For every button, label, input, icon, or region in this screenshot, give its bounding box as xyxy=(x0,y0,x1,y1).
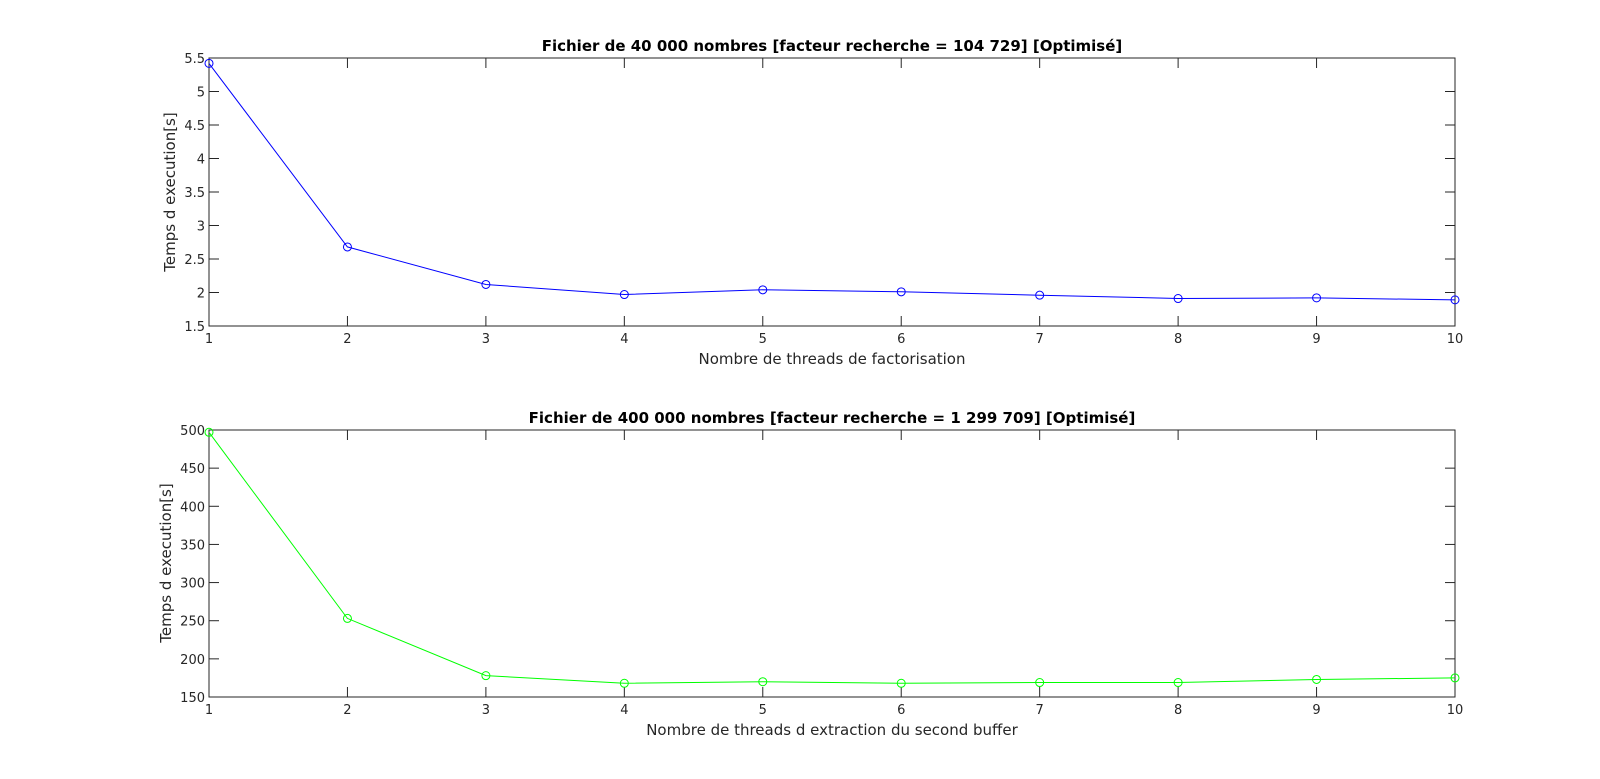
data-point xyxy=(1035,290,1045,300)
x-tick-label: 10 xyxy=(1447,703,1464,718)
y-tick-label: 4 xyxy=(197,153,205,168)
chart-title: Fichier de 40 000 nombres [facteur reche… xyxy=(542,37,1123,55)
y-axis-label: Temps d execution[s] xyxy=(157,483,175,643)
y-axis-label: Temps d execution[s] xyxy=(161,112,179,272)
x-tick-label: 2 xyxy=(343,703,351,718)
data-series xyxy=(204,58,1460,305)
x-tick-label: 1 xyxy=(205,703,213,718)
y-tick-label: 3 xyxy=(197,220,205,235)
x-axis-label: Nombre de threads de factorisation xyxy=(698,350,965,368)
subplot-bottom: Fichier de 400 000 nombres [facteur rech… xyxy=(157,409,1463,739)
y-tick-label: 150 xyxy=(180,691,205,706)
x-tick-label: 5 xyxy=(759,703,767,718)
y-tick-label: 350 xyxy=(180,538,205,553)
y-tick-label: 400 xyxy=(180,500,205,515)
x-tick-label: 9 xyxy=(1312,332,1320,347)
x-tick-label: 3 xyxy=(482,332,490,347)
axis-ticks: 1 2 3 4 5 6 7 8 9 10 1.5 2 2.5 3 3.5 4 4.5 5 5.5 xyxy=(184,52,1463,347)
x-tick-label: 1 xyxy=(205,332,213,347)
series-line xyxy=(208,432,1456,684)
data-point xyxy=(619,290,629,300)
data-point xyxy=(619,678,629,688)
data-point xyxy=(1450,295,1460,305)
x-tick-label: 3 xyxy=(482,703,490,718)
data-point xyxy=(481,671,491,681)
y-tick-label: 2.5 xyxy=(184,253,205,268)
y-tick-label: 450 xyxy=(180,462,205,477)
plot-area-frame xyxy=(208,429,1456,698)
y-tick-label: 4.5 xyxy=(184,119,205,134)
data-point xyxy=(1035,678,1045,688)
y-tick-label: 2 xyxy=(197,287,205,302)
subplot-top: Fichier de 40 000 nombres [facteur reche… xyxy=(161,37,1463,368)
data-point xyxy=(758,677,768,687)
plot-area-frame xyxy=(208,57,1456,327)
series-line xyxy=(208,63,1456,301)
y-tick-label: 500 xyxy=(180,424,205,439)
x-tick-label: 9 xyxy=(1312,703,1320,718)
data-point xyxy=(1173,678,1183,688)
data-point xyxy=(204,427,214,437)
data-point xyxy=(896,287,906,297)
data-point xyxy=(896,678,906,688)
data-point xyxy=(342,242,352,252)
y-tick-label: 5 xyxy=(197,86,205,101)
x-tick-label: 8 xyxy=(1174,703,1182,718)
x-tick-label: 10 xyxy=(1447,332,1464,347)
chart-title: Fichier de 400 000 nombres [facteur rech… xyxy=(529,409,1136,427)
axis-ticks: 1 2 3 4 5 6 7 8 9 10 150 200 250 300 350 400 450 500 xyxy=(180,424,1463,718)
y-tick-label: 1.5 xyxy=(184,320,205,335)
data-point xyxy=(1312,293,1322,303)
data-point xyxy=(481,279,491,289)
y-tick-label: 250 xyxy=(180,615,205,630)
x-tick-label: 6 xyxy=(897,332,905,347)
x-axis-label: Nombre de threads d extraction du second… xyxy=(646,721,1018,739)
x-tick-label: 6 xyxy=(897,703,905,718)
x-tick-label: 2 xyxy=(343,332,351,347)
data-point xyxy=(1173,294,1183,304)
data-point xyxy=(1312,674,1322,684)
data-point xyxy=(758,285,768,295)
x-tick-label: 4 xyxy=(620,703,628,718)
x-tick-label: 7 xyxy=(1036,703,1044,718)
x-tick-label: 5 xyxy=(759,332,767,347)
y-tick-label: 5.5 xyxy=(184,52,205,67)
data-point xyxy=(1450,673,1460,683)
x-tick-label: 4 xyxy=(620,332,628,347)
y-tick-label: 300 xyxy=(180,577,205,592)
y-tick-label: 3.5 xyxy=(184,186,205,201)
data-point xyxy=(342,613,352,623)
x-tick-label: 7 xyxy=(1036,332,1044,347)
x-tick-label: 8 xyxy=(1174,332,1182,347)
data-point xyxy=(204,58,214,68)
y-tick-label: 200 xyxy=(180,653,205,668)
data-series xyxy=(204,427,1460,688)
